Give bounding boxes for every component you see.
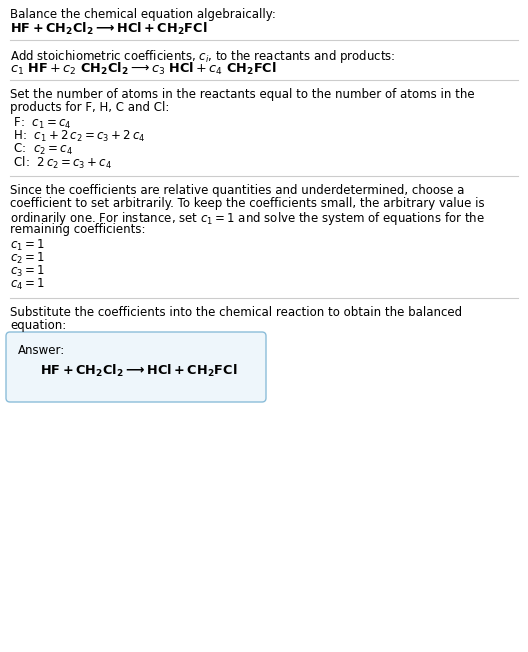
- Text: coefficient to set arbitrarily. To keep the coefficients small, the arbitrary va: coefficient to set arbitrarily. To keep …: [10, 197, 485, 210]
- Text: $c_3 = 1$: $c_3 = 1$: [10, 264, 45, 279]
- Text: equation:: equation:: [10, 319, 66, 332]
- Text: $c_2 = 1$: $c_2 = 1$: [10, 251, 45, 266]
- Text: Answer:: Answer:: [18, 344, 65, 357]
- Text: $\mathbf{HF + CH_2Cl_2 \longrightarrow HCl + CH_2FCl}$: $\mathbf{HF + CH_2Cl_2 \longrightarrow H…: [40, 363, 238, 379]
- Text: C:  $c_2 = c_4$: C: $c_2 = c_4$: [10, 142, 73, 157]
- Text: $c_1 = 1$: $c_1 = 1$: [10, 238, 45, 253]
- Text: $c_4 = 1$: $c_4 = 1$: [10, 277, 45, 292]
- Text: Set the number of atoms in the reactants equal to the number of atoms in the: Set the number of atoms in the reactants…: [10, 88, 475, 101]
- Text: remaining coefficients:: remaining coefficients:: [10, 223, 146, 236]
- Text: products for F, H, C and Cl:: products for F, H, C and Cl:: [10, 101, 169, 114]
- Text: Balance the chemical equation algebraically:: Balance the chemical equation algebraica…: [10, 8, 276, 21]
- Text: $c_1\ \mathbf{HF} + c_2\ \mathbf{CH_2Cl_2} \longrightarrow c_3\ \mathbf{HCl} + c: $c_1\ \mathbf{HF} + c_2\ \mathbf{CH_2Cl_…: [10, 61, 277, 77]
- Text: Substitute the coefficients into the chemical reaction to obtain the balanced: Substitute the coefficients into the che…: [10, 306, 462, 319]
- Text: ordinarily one. For instance, set $c_1 = 1$ and solve the system of equations fo: ordinarily one. For instance, set $c_1 =…: [10, 210, 485, 227]
- Text: Cl:  $2\,c_2 = c_3 + c_4$: Cl: $2\,c_2 = c_3 + c_4$: [10, 155, 112, 171]
- Text: F:  $c_1 = c_4$: F: $c_1 = c_4$: [10, 116, 72, 131]
- Text: Add stoichiometric coefficients, $c_i$, to the reactants and products:: Add stoichiometric coefficients, $c_i$, …: [10, 48, 395, 65]
- FancyBboxPatch shape: [6, 332, 266, 402]
- Text: Since the coefficients are relative quantities and underdetermined, choose a: Since the coefficients are relative quan…: [10, 184, 464, 197]
- Text: H:  $c_1 + 2\,c_2 = c_3 + 2\,c_4$: H: $c_1 + 2\,c_2 = c_3 + 2\,c_4$: [10, 129, 145, 144]
- Text: $\mathbf{HF + CH_2Cl_2 \longrightarrow HCl + CH_2FCl}$: $\mathbf{HF + CH_2Cl_2 \longrightarrow H…: [10, 21, 208, 37]
